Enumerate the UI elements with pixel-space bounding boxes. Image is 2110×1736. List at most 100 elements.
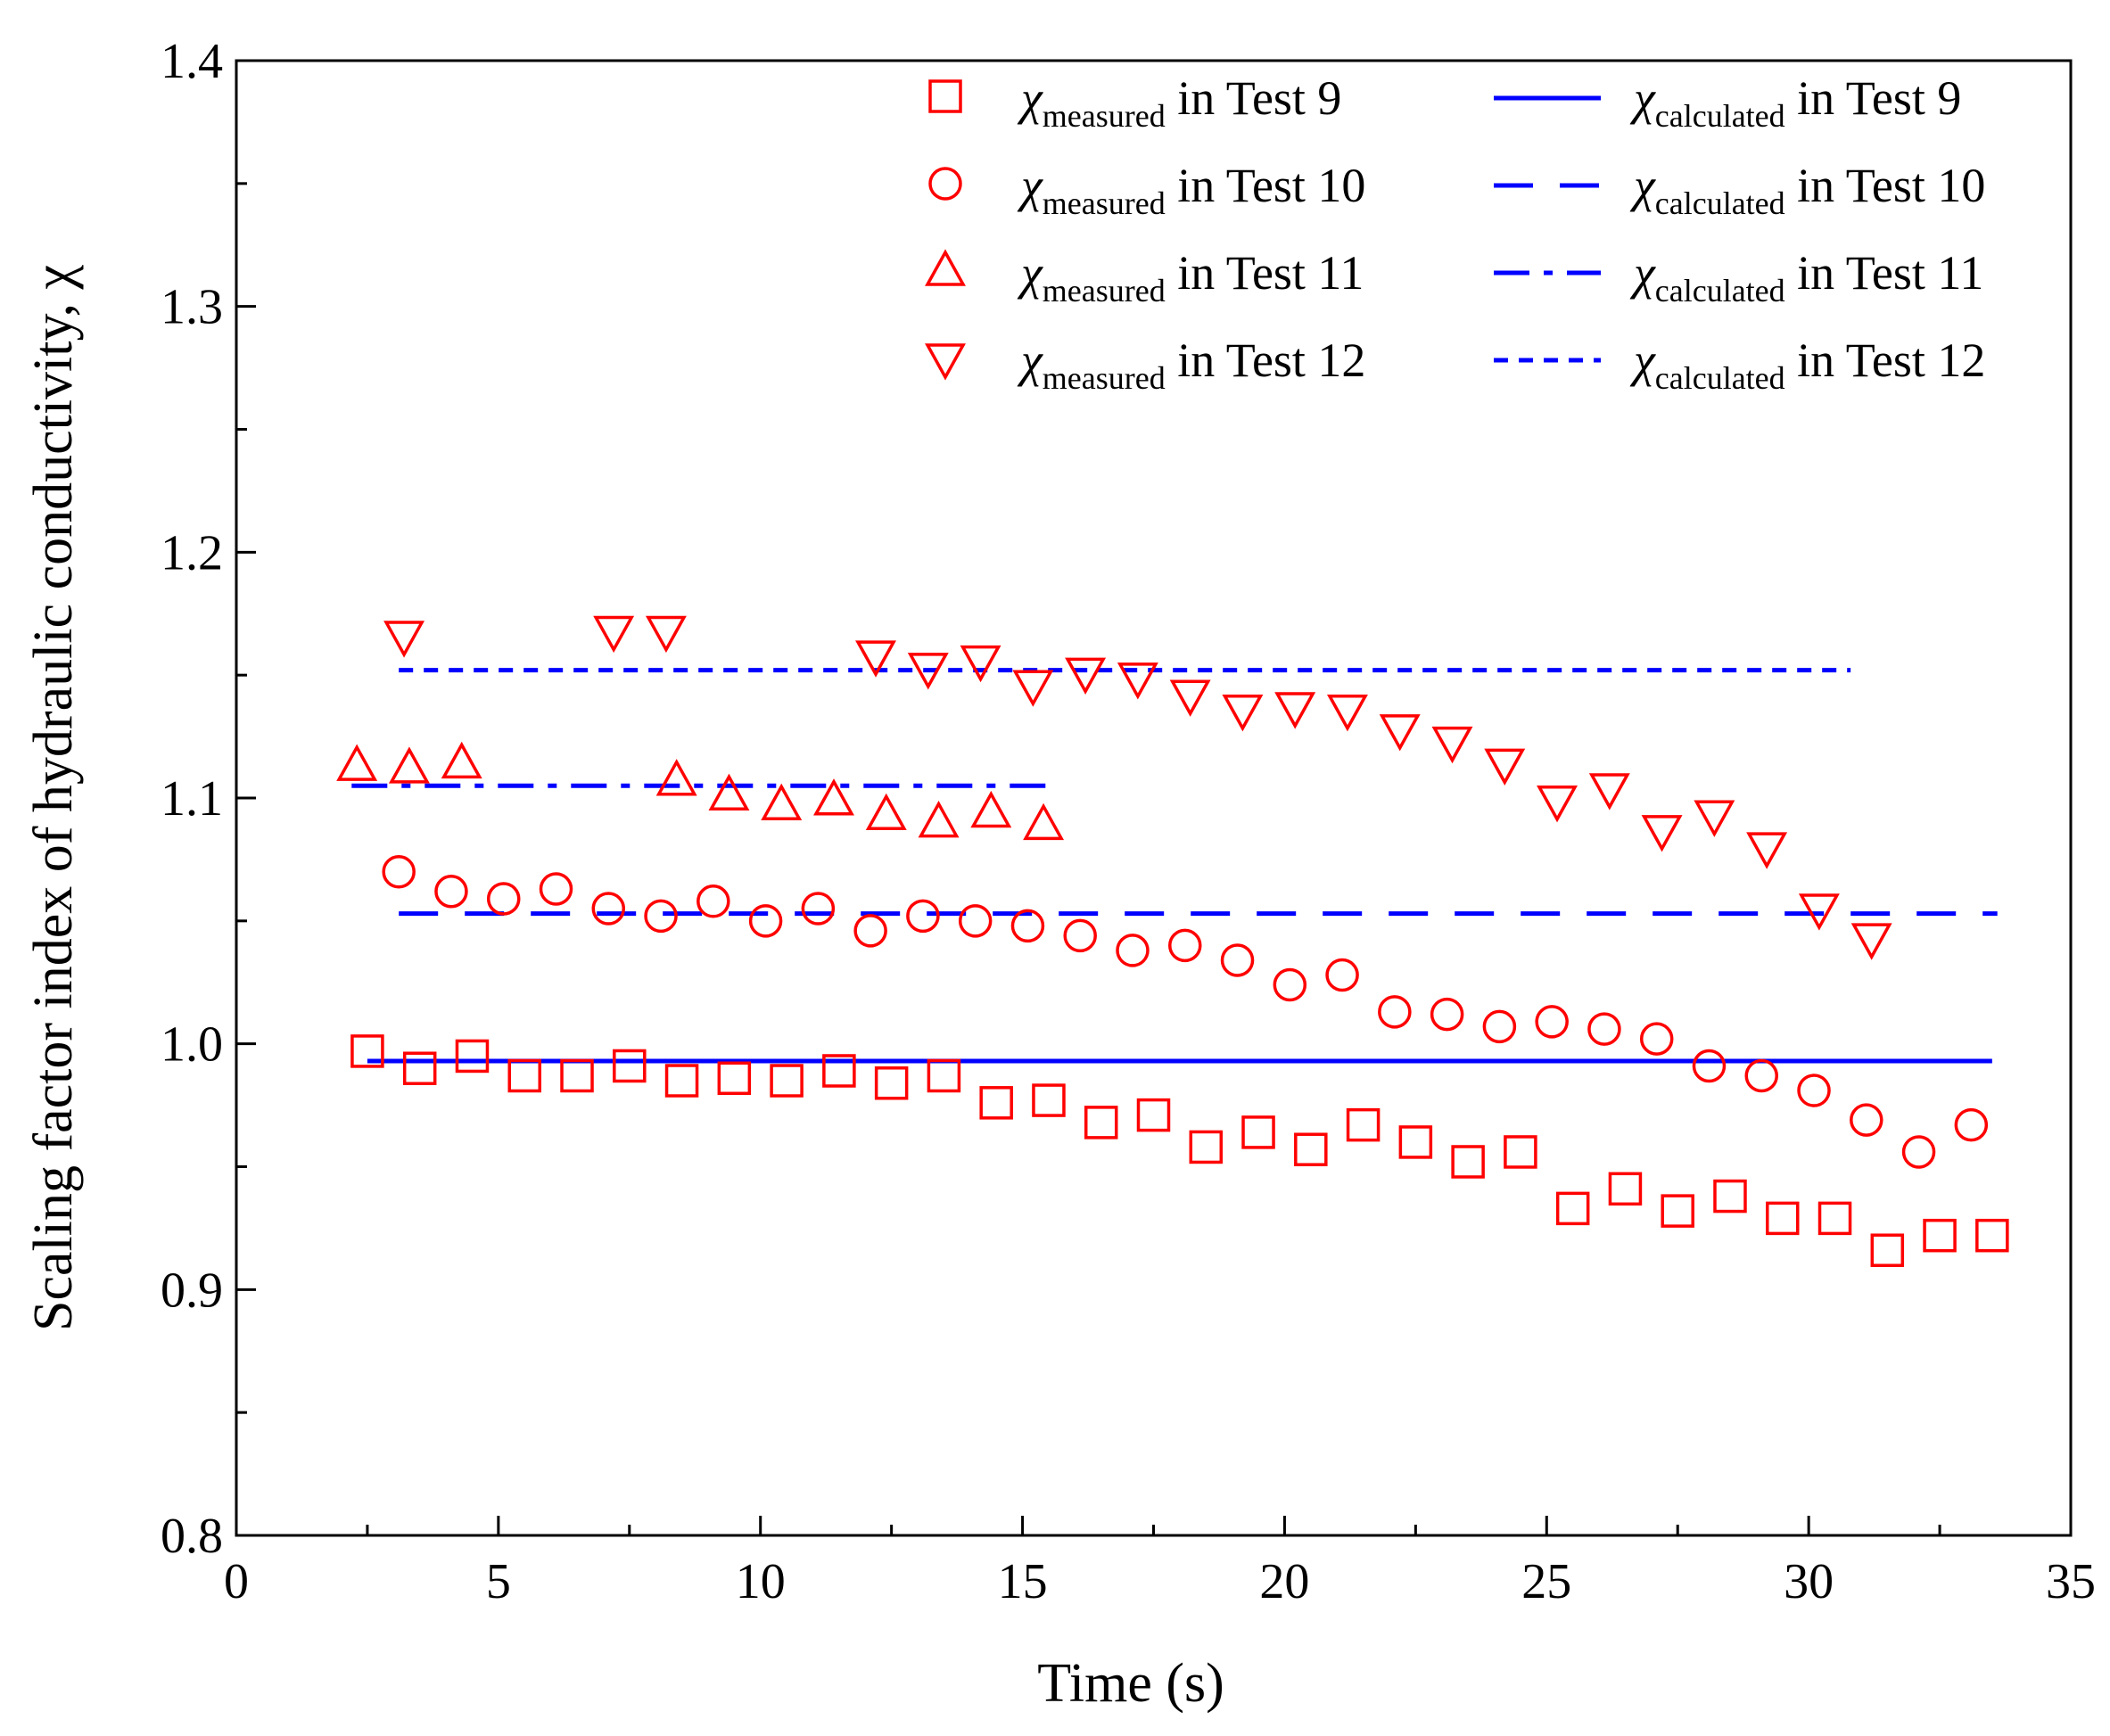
- point-square: [1032, 1083, 1066, 1117]
- point-triangle-down: [1850, 923, 1892, 960]
- point-square: [717, 1061, 752, 1096]
- y-tick-label: 1.3: [161, 280, 223, 335]
- point-circle: [1220, 943, 1255, 977]
- legend-label: χmeasured in Test 10: [1017, 159, 1365, 221]
- point-square: [1608, 1172, 1643, 1206]
- point-square: [455, 1039, 490, 1074]
- y-axis-title: Scaling factor index of hydraulic conduc…: [23, 265, 84, 1331]
- legend-label: χmeasured in Test 9: [1017, 71, 1341, 134]
- point-circle: [1901, 1135, 1936, 1169]
- point-square: [1555, 1191, 1590, 1226]
- point-square: [1136, 1098, 1171, 1132]
- point-circle: [1430, 997, 1464, 1032]
- y-tick-label: 0.9: [161, 1263, 223, 1318]
- x-tick-label: 25: [1521, 1554, 1571, 1609]
- point-triangle-down: [1798, 893, 1840, 931]
- point-circle: [382, 854, 416, 889]
- point-square: [402, 1051, 437, 1085]
- x-tick-label: 30: [1784, 1554, 1834, 1609]
- point-triangle-up: [970, 790, 1012, 828]
- measured-markers: [336, 615, 2009, 1267]
- legend-entry-calculated: χcalculated in Test 9: [1494, 71, 1961, 134]
- point-triangle-down: [1117, 662, 1158, 700]
- x-tick-label: 0: [224, 1554, 249, 1609]
- point-square: [613, 1049, 647, 1083]
- legend-label: χmeasured in Test 12: [1017, 333, 1365, 396]
- legend: χmeasured in Test 9 χmeasured in Test 10 χ…: [925, 71, 1985, 396]
- point-circle: [1168, 928, 1202, 963]
- point-square: [1294, 1132, 1328, 1166]
- point-square: [507, 1058, 541, 1093]
- point-triangle-down: [960, 645, 1001, 683]
- point-circle: [434, 875, 468, 909]
- point-square: [927, 1058, 961, 1093]
- legend-entry-calculated: χcalculated in Test 10: [1494, 159, 1985, 221]
- point-circle: [1063, 918, 1097, 953]
- point-square: [1923, 1218, 1957, 1253]
- point-circle: [591, 892, 626, 926]
- point-square: [1084, 1106, 1118, 1140]
- point-triangle-down: [1065, 657, 1107, 695]
- point-circle: [1797, 1074, 1831, 1107]
- point-square: [979, 1086, 1013, 1120]
- point-square: [822, 1054, 856, 1088]
- point-circle: [853, 914, 887, 948]
- point-circle: [1116, 934, 1150, 967]
- point-triangle-down: [1326, 695, 1368, 732]
- legend-label: χcalculated in Test 11: [1629, 246, 1983, 309]
- point-circle: [1954, 1107, 1989, 1142]
- point-square: [560, 1058, 594, 1093]
- point-triangle-up: [813, 778, 854, 816]
- point-triangle-down: [1274, 692, 1316, 729]
- point-triangle-down: [1641, 815, 1683, 852]
- legend-marker-circle: [928, 167, 962, 201]
- point-triangle-up: [761, 783, 803, 821]
- point-square: [664, 1064, 699, 1098]
- legend-label: χcalculated in Test 10: [1629, 159, 1985, 221]
- point-square: [1504, 1135, 1537, 1169]
- point-triangle-up: [708, 773, 750, 810]
- point-triangle-up: [865, 793, 907, 831]
- point-square: [874, 1066, 909, 1100]
- point-square: [1398, 1125, 1433, 1159]
- point-circle: [801, 892, 836, 926]
- point-circle: [696, 884, 730, 918]
- point-triangle-down: [1169, 679, 1211, 717]
- point-square: [350, 1034, 384, 1068]
- legend-entry-calculated: χcalculated in Test 11: [1494, 246, 1983, 309]
- point-triangle-down: [1379, 714, 1421, 752]
- x-tick-label: 20: [1259, 1554, 1309, 1609]
- point-square: [1870, 1233, 1905, 1267]
- x-tick-label: 15: [998, 1554, 1048, 1609]
- y-tick-label: 1.2: [161, 525, 223, 580]
- point-triangle-down: [855, 640, 896, 678]
- point-triangle-up: [918, 800, 960, 838]
- point-triangle-down: [1746, 832, 1788, 869]
- legend-entry-measured: χmeasured in Test 10: [928, 159, 1365, 221]
- legend-marker-square: [928, 79, 962, 113]
- y-tick-label: 1.4: [161, 34, 223, 89]
- series-test-12: [383, 615, 1892, 960]
- point-square: [1346, 1107, 1381, 1142]
- legend-marker-triangle-up: [925, 249, 966, 286]
- series-test-11: [336, 741, 1065, 841]
- point-circle: [906, 899, 940, 934]
- point-square: [1661, 1194, 1694, 1228]
- point-circle: [1010, 909, 1045, 943]
- point-triangle-down: [1012, 670, 1054, 707]
- x-tick-label: 10: [736, 1554, 786, 1609]
- series-test-9: [350, 1034, 2009, 1267]
- point-square: [770, 1064, 804, 1098]
- x-tick-label: 35: [2046, 1554, 2096, 1609]
- point-circle: [1325, 958, 1359, 992]
- x-tick-label: 5: [486, 1554, 511, 1609]
- point-square: [1241, 1115, 1275, 1149]
- legend-entry-measured: χmeasured in Test 12: [925, 333, 1365, 396]
- y-tick-label: 1.0: [161, 1017, 223, 1073]
- point-circle: [1692, 1049, 1727, 1083]
- point-triangle-down: [1694, 800, 1735, 837]
- x-axis-title: Time (s): [1037, 1653, 1224, 1714]
- point-triangle-down: [1431, 726, 1473, 764]
